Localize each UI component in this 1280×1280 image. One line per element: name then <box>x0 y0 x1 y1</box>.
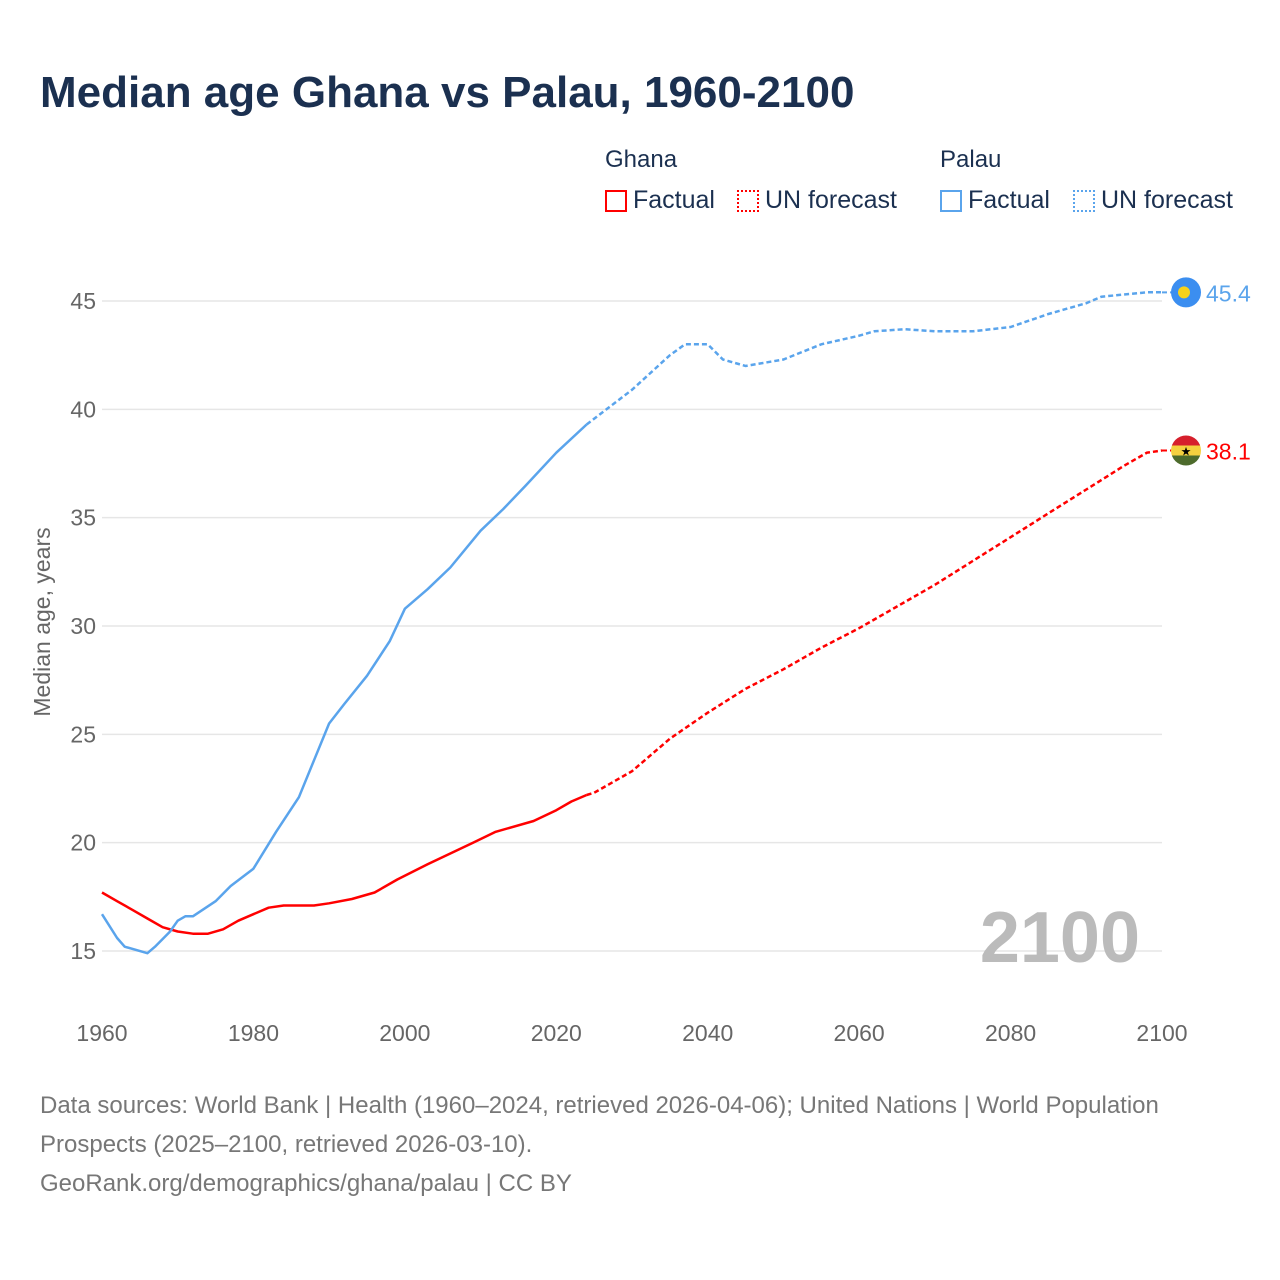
legend-swatch <box>605 189 627 212</box>
x-tick-label: 2100 <box>1136 1020 1187 1046</box>
y-tick-label: 20 <box>70 830 96 856</box>
legend-palau-forecast[interactable]: UN forecast <box>1073 186 1233 215</box>
legend-swatch <box>737 189 759 212</box>
flag-stripe <box>1171 435 1201 446</box>
ghana-factual-line <box>101 793 588 935</box>
y-tick-label: 15 <box>70 938 96 964</box>
source-link[interactable]: GeoRank.org/demographics/ghana/palau | C… <box>40 1170 572 1197</box>
y-tick-label: 45 <box>70 288 96 314</box>
x-tick-label: 1980 <box>228 1020 279 1046</box>
y-tick-label: 25 <box>70 721 96 747</box>
flag-stripe <box>1171 455 1201 466</box>
legend-label: UN forecast <box>765 186 897 214</box>
legend-label: UN forecast <box>1101 186 1233 214</box>
legend-label: Factual <box>633 186 715 214</box>
x-tick-label: 2040 <box>682 1020 733 1046</box>
palau-end-label: 45.4 <box>1206 280 1251 306</box>
legend-swatch <box>1073 189 1095 212</box>
x-tick-label: 2000 <box>379 1020 430 1046</box>
legend-swatch <box>940 189 962 212</box>
legend-palau-factual[interactable]: Factual <box>940 186 1050 215</box>
y-tick-label: 30 <box>70 613 96 639</box>
palau-forecast-line <box>585 291 1162 426</box>
current-year-label: 2100 <box>980 898 1140 978</box>
star-icon: ★ <box>1181 445 1192 459</box>
palau-flag-dot <box>1178 286 1190 299</box>
y-axis-label: Median age, years <box>29 527 55 716</box>
palau-factual-line <box>100 423 588 955</box>
chart-title: Median age Ghana vs Palau, 1960-2100 <box>40 68 855 117</box>
ghana-flag-icon: ★ <box>1171 435 1201 466</box>
legend-label: Factual <box>968 186 1050 214</box>
source-note: Data sources: World Bank | Health (1960–… <box>40 1086 1220 1203</box>
x-tick-label: 2080 <box>985 1020 1036 1046</box>
ghana-end-label: 38.1 <box>1206 439 1251 465</box>
legend-group-ghana: Ghana <box>605 146 678 173</box>
source-text: Data sources: World Bank | Health (1960–… <box>40 1092 1159 1158</box>
flag-stripe <box>1171 445 1201 456</box>
ghana-forecast-line <box>586 449 1163 797</box>
x-tick-label: 1960 <box>76 1020 127 1046</box>
x-tick-label: 2060 <box>834 1020 885 1046</box>
x-tick-label: 2020 <box>531 1020 582 1046</box>
legend-ghana-forecast[interactable]: UN forecast <box>737 186 897 215</box>
legend-ghana-factual[interactable]: Factual <box>605 186 715 215</box>
y-tick-label: 40 <box>70 396 96 422</box>
legend-group-palau: Palau <box>940 146 1002 173</box>
y-tick-label: 35 <box>70 505 96 531</box>
